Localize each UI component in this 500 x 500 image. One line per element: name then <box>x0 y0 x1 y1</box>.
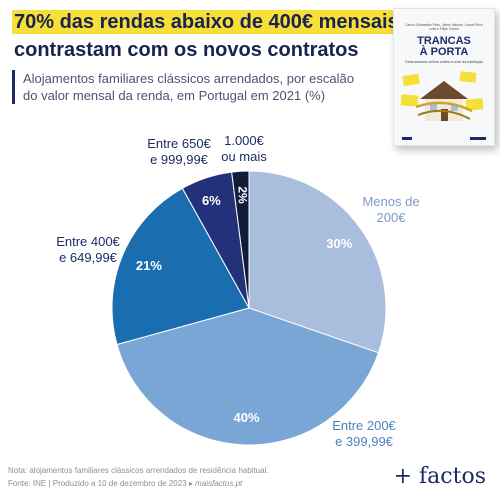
book-title-line-2: À PORTA <box>419 46 469 58</box>
pie-slice <box>111 187 250 346</box>
slice-category-label: Menos de 200€ <box>362 194 420 225</box>
book-title-line-1: TRANCAS <box>417 35 471 47</box>
source-site: maisfactos.pt <box>195 479 243 488</box>
pie-slice <box>231 170 250 309</box>
chart-subtitle: Alojamentos familiares clássicos arrenda… <box>12 70 363 104</box>
slice-category-label: Entre 200€ e 399,99€ <box>332 418 396 449</box>
slice-value-label: 40% <box>233 409 260 425</box>
slice-value-label: 2% <box>235 186 250 204</box>
pie-slice <box>116 307 380 446</box>
book-footer-logos <box>402 137 486 140</box>
pie-slice <box>248 170 387 354</box>
book-cover-image: Carlos Guimarães Pinto, Jaime Valente, J… <box>393 8 495 146</box>
slice-category-label: Entre 650€ e 999,99€ <box>147 136 211 167</box>
slice-category-label: 1.000€ ou mais <box>221 133 267 164</box>
book-subtitle: Destrancando velhos cofres à crise da ha… <box>405 60 483 64</box>
book-authors: Carlos Guimarães Pinto, Jaime Valente, J… <box>405 23 483 32</box>
house-illustration <box>416 81 472 121</box>
footnote: Nota: alojamentos familiares clássicos a… <box>8 466 269 475</box>
chart-title-line-2: contrastam com os novos contratos <box>14 39 359 61</box>
book-title: TRANCAS À PORTA <box>394 36 494 58</box>
slice-value-label: 30% <box>326 236 353 252</box>
slice-category-label: Entre 400€ e 649,99€ <box>56 234 120 265</box>
slice-value-label: 21% <box>135 257 162 273</box>
chart-title-line-1: 70% das rendas abaixo de 400€ mensais <box>12 10 403 34</box>
source-text: Fonte: INE | Produzido a 10 de dezembro … <box>8 479 196 488</box>
source-line: Fonte: INE | Produzido a 10 de dezembro … <box>8 479 242 489</box>
slice-value-label: 6% <box>201 193 221 209</box>
brand-logo: + factos <box>393 464 486 489</box>
